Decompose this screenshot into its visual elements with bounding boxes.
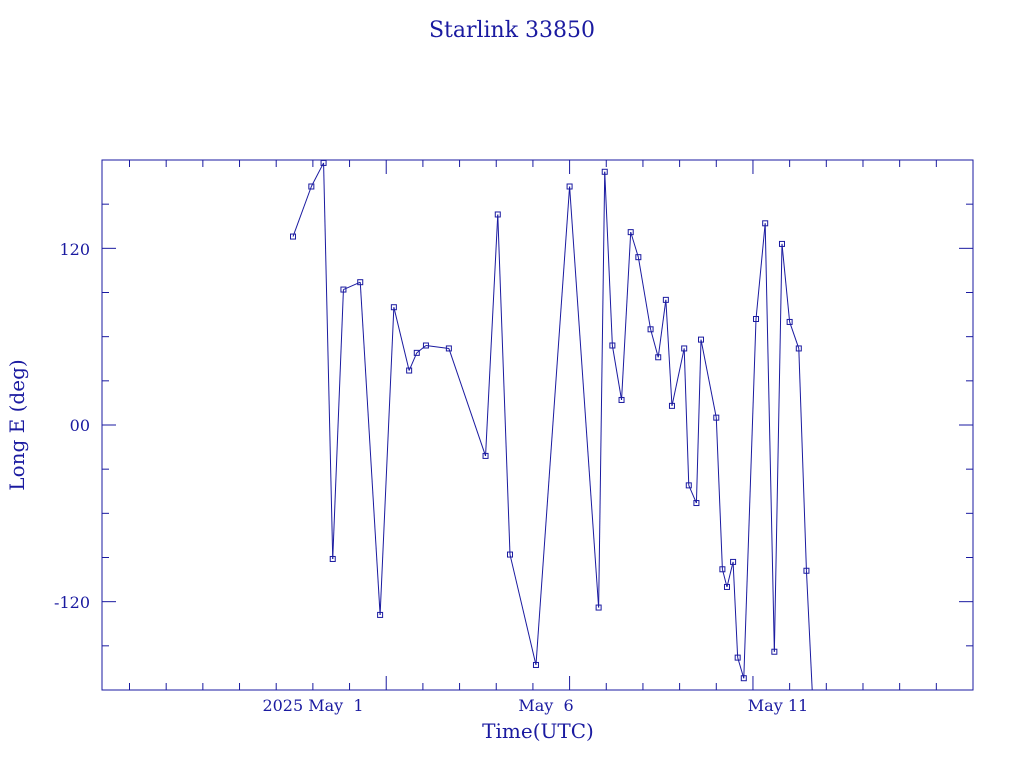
data-point xyxy=(482,452,489,459)
series-line-segment xyxy=(359,282,381,615)
series-line-segment xyxy=(485,214,499,456)
data-point xyxy=(795,345,802,352)
series-line-segment xyxy=(323,162,334,559)
data-point xyxy=(713,414,720,421)
y-tick-label-120: 120 xyxy=(59,240,90,259)
series-group xyxy=(290,160,813,690)
y-tick-label-minus-120: -120 xyxy=(54,593,90,612)
y-tick-label-0: 00 xyxy=(70,416,90,435)
data-point xyxy=(681,345,688,352)
data-point xyxy=(566,183,573,190)
data-point xyxy=(340,286,347,293)
data-point xyxy=(422,342,429,349)
series-line-segment xyxy=(764,223,775,652)
data-point xyxy=(320,160,327,166)
series-line-segment xyxy=(292,186,312,237)
series-line-segment xyxy=(798,348,807,571)
data-point xyxy=(618,396,625,403)
data-point xyxy=(506,551,513,558)
series-line-segment xyxy=(448,348,487,457)
data-point xyxy=(406,367,413,374)
data-point xyxy=(803,567,810,574)
data-point xyxy=(390,304,397,311)
series-line-segment xyxy=(726,561,734,588)
series-line-segment xyxy=(683,348,690,486)
data-point xyxy=(730,558,737,565)
series-line-segment xyxy=(773,243,783,652)
series-line-segment xyxy=(425,345,449,349)
series-line-segment xyxy=(743,318,757,679)
data-point xyxy=(786,318,793,325)
data-point xyxy=(753,316,760,322)
data-point xyxy=(698,336,705,343)
data-point xyxy=(740,675,747,682)
data-point xyxy=(377,611,384,618)
data-point xyxy=(723,583,730,590)
y-axis-ticks xyxy=(102,203,973,647)
data-point xyxy=(329,555,336,562)
series-line-segment xyxy=(737,657,745,679)
data-point xyxy=(647,326,654,333)
series-line-segment xyxy=(657,299,667,358)
x-axis-ticks xyxy=(129,160,974,690)
data-point xyxy=(635,254,642,261)
chart-title: Starlink 33850 xyxy=(429,18,595,43)
series-line-segment xyxy=(416,345,427,354)
series-line-segment xyxy=(755,223,766,320)
series-line-segment xyxy=(393,307,410,371)
series-line-segment xyxy=(715,417,723,570)
data-point xyxy=(290,233,297,240)
series-line-segment xyxy=(598,171,606,608)
series-line-segment xyxy=(310,162,325,187)
data-point xyxy=(685,482,692,489)
x-axis-label: Time(UTC) xyxy=(482,719,594,743)
data-point xyxy=(771,648,778,655)
data-point xyxy=(762,220,769,227)
series-line-segment xyxy=(695,339,702,504)
data-point xyxy=(357,279,364,286)
x-tick-label-may-11: May 11 xyxy=(748,696,808,715)
series-line-segment xyxy=(671,348,685,406)
series-line-segment xyxy=(789,321,800,349)
series-line-segment xyxy=(379,307,395,615)
data-point xyxy=(719,566,726,573)
series-line-segment xyxy=(630,231,639,258)
x-tick-label-may-6: May 6 xyxy=(518,696,573,715)
data-point xyxy=(494,211,501,218)
series-line-segment xyxy=(497,214,511,555)
data-point xyxy=(601,168,608,175)
data-point xyxy=(668,402,675,409)
series-line-segment xyxy=(611,345,623,401)
series-line-segment xyxy=(805,570,813,690)
series-line-segment xyxy=(637,257,652,330)
series-line-segment xyxy=(621,232,632,400)
data-point xyxy=(655,354,662,361)
data-point xyxy=(609,342,616,349)
data-point xyxy=(734,654,741,661)
series-line-segment xyxy=(332,289,344,559)
y-axis-label: Long E (deg) xyxy=(5,359,29,490)
data-point xyxy=(413,349,420,356)
series-line-segment xyxy=(535,186,571,666)
data-point xyxy=(662,296,669,303)
data-point xyxy=(627,229,634,236)
series-line-segment xyxy=(781,243,791,322)
data-point xyxy=(778,240,785,247)
data-point xyxy=(308,183,315,190)
data-point xyxy=(532,661,539,668)
series-line-segment xyxy=(700,339,717,418)
data-point xyxy=(693,500,700,507)
series-line-segment xyxy=(650,329,659,358)
series-line-segment xyxy=(665,299,673,406)
series-line-segment xyxy=(604,171,613,346)
plot-frame xyxy=(101,159,974,691)
data-point xyxy=(445,345,452,352)
data-point xyxy=(595,604,602,611)
series-line-segment xyxy=(732,561,739,658)
x-tick-label-may-1: 2025 May 1 xyxy=(262,696,363,715)
series-line-segment xyxy=(569,186,600,608)
series-line-segment xyxy=(509,554,537,666)
